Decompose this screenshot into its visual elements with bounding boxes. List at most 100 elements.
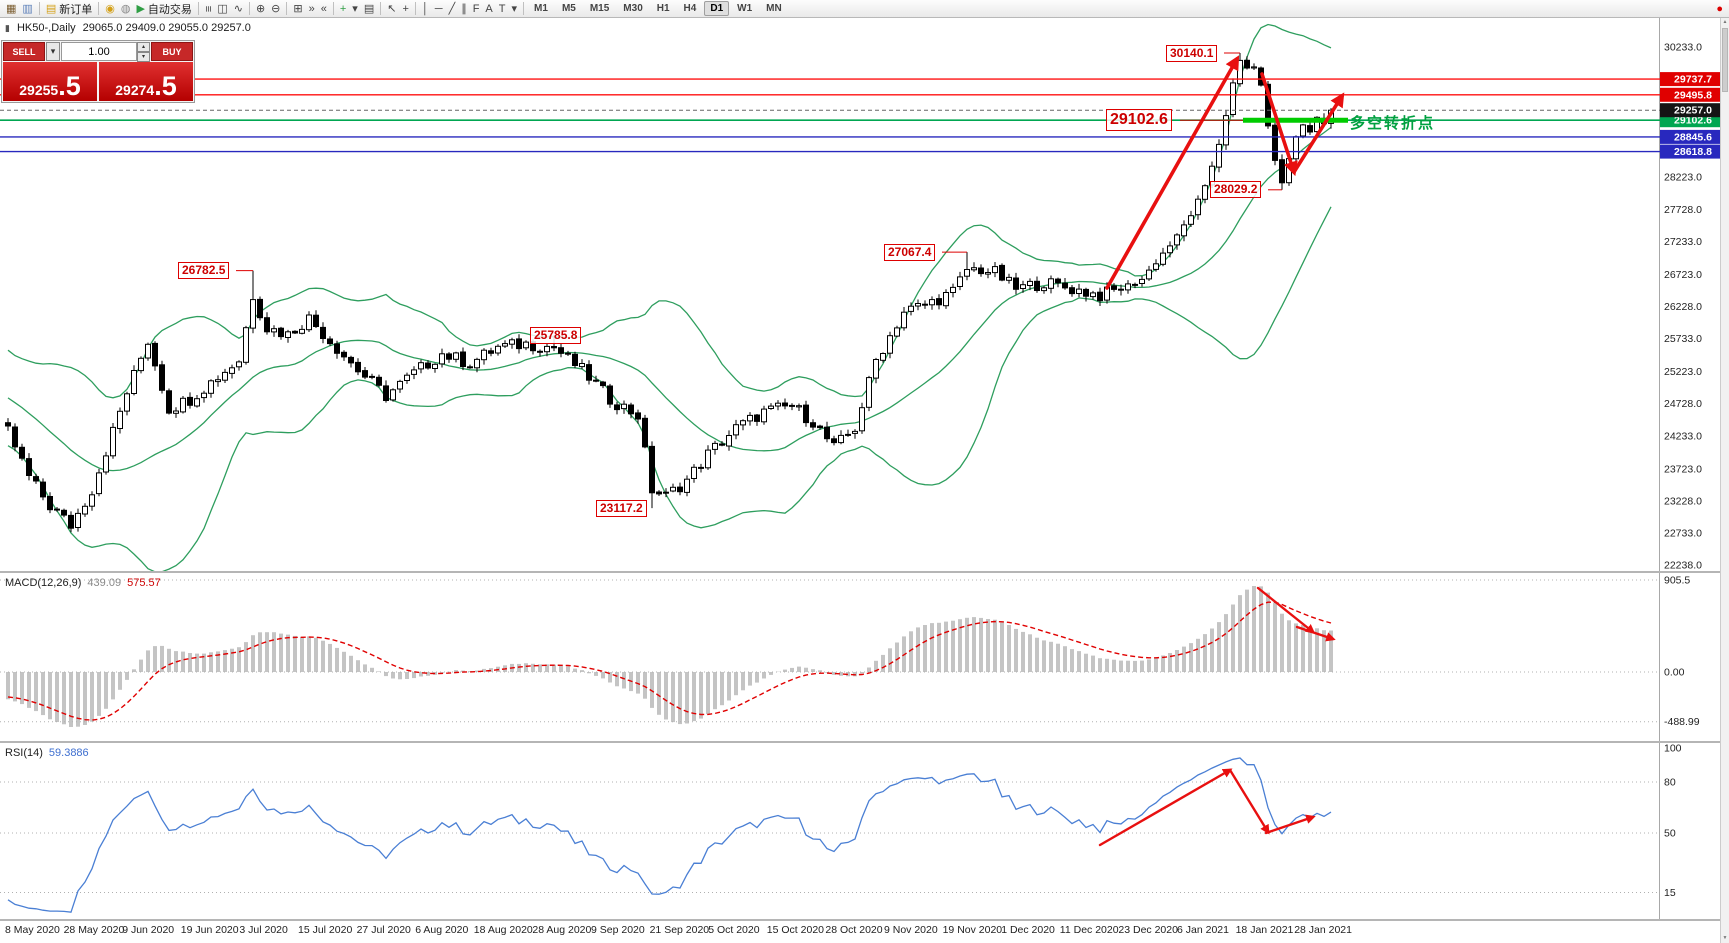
price-annotation-box[interactable]: 28029.2 xyxy=(1210,181,1262,199)
timeframe-h4[interactable]: H4 xyxy=(683,3,697,14)
bar-chart-mode-icon[interactable]: ≡ xyxy=(202,5,215,12)
label-icon[interactable]: T xyxy=(498,2,506,15)
new-order-icon[interactable]: ▤ 新订单 xyxy=(45,2,93,16)
crosshair-icon[interactable]: + xyxy=(402,2,409,15)
text-icon[interactable]: A xyxy=(485,2,493,15)
rsi-indicator-label: RSI(14) 59.3886 xyxy=(5,747,89,759)
timeframe-h1[interactable]: H1 xyxy=(656,3,670,14)
svg-text:6 Jan 2021: 6 Jan 2021 xyxy=(1177,924,1229,936)
price-annotation-box[interactable]: 25785.8 xyxy=(530,326,582,344)
svg-text:23 Dec 2020: 23 Dec 2020 xyxy=(1118,924,1178,936)
svg-text:19 Jun 2020: 19 Jun 2020 xyxy=(181,924,239,936)
volume-up-button[interactable]: ▴ xyxy=(137,42,150,52)
chart-profiles-icon[interactable]: ▥ xyxy=(22,2,33,15)
price-annotation-box[interactable]: 29102.6 xyxy=(1106,109,1172,132)
periods-dropdown-icon[interactable]: ▾ xyxy=(352,2,358,15)
line-chart-mode-icon[interactable]: ∿ xyxy=(233,2,243,15)
time-axis[interactable] xyxy=(0,921,1660,943)
trend-arrow xyxy=(1228,768,1270,835)
toolbar-separator xyxy=(197,2,199,15)
trendline-icon[interactable]: ╱ xyxy=(448,2,456,15)
price-annotation-box[interactable]: 27067.4 xyxy=(884,243,936,261)
sell-button[interactable]: SELL xyxy=(3,42,45,61)
timeframe-d1[interactable]: D1 xyxy=(704,1,730,16)
svg-text:23228.0: 23228.0 xyxy=(1664,495,1702,507)
volume-stepper: ▴ ▾ xyxy=(137,42,150,62)
timeframe-w1[interactable]: W1 xyxy=(737,3,753,14)
volume-down-button[interactable]: ▾ xyxy=(137,52,150,62)
timeframe-m5[interactable]: M5 xyxy=(561,3,576,14)
macd-signal-value: 575.57 xyxy=(127,577,161,589)
volume-input[interactable] xyxy=(61,42,137,61)
svg-text:100: 100 xyxy=(1664,743,1682,755)
svg-text:905.5: 905.5 xyxy=(1664,575,1690,587)
svg-text:9 Nov 2020: 9 Nov 2020 xyxy=(884,924,938,936)
rsi-value: 59.3886 xyxy=(48,747,89,759)
svg-text:19 Nov 2020: 19 Nov 2020 xyxy=(943,924,1003,936)
toolbar-separator xyxy=(332,2,334,15)
sound-icon[interactable]: ◉ xyxy=(105,2,115,15)
vertical-line-icon[interactable]: │ xyxy=(421,2,429,15)
svg-text:8 May 2020: 8 May 2020 xyxy=(5,924,60,936)
zoom-in-icon[interactable]: ⊕ xyxy=(255,2,266,15)
svg-text:24233.0: 24233.0 xyxy=(1664,430,1702,442)
timeframe-mn[interactable]: MN xyxy=(766,3,782,14)
macd-main-value: 439.09 xyxy=(87,577,122,589)
svg-text:28 Oct 2020: 28 Oct 2020 xyxy=(825,924,882,936)
svg-text:15 Oct 2020: 15 Oct 2020 xyxy=(767,924,824,936)
zoom-out-icon[interactable]: ⊖ xyxy=(271,2,281,15)
notifications-icon[interactable]: ● xyxy=(1716,2,1723,15)
templates-icon[interactable]: ▤ xyxy=(363,2,375,15)
auto-scroll-icon[interactable]: » xyxy=(308,2,315,15)
indicators-icon[interactable]: + xyxy=(339,2,347,15)
chart-shift-icon[interactable]: « xyxy=(320,2,327,15)
svg-text:21 Sep 2020: 21 Sep 2020 xyxy=(650,924,710,936)
price-annotation-box[interactable]: 26782.5 xyxy=(178,262,230,280)
vertical-scrollbar[interactable]: ▲ ▼ xyxy=(1720,18,1729,943)
timeframe-m15[interactable]: M15 xyxy=(589,3,610,14)
scrollbar-thumb[interactable] xyxy=(1722,28,1728,92)
bollinger-bands xyxy=(7,23,1332,572)
price-annotation-box[interactable]: 23117.2 xyxy=(596,499,647,517)
rsi-panel xyxy=(0,757,1660,913)
turning-point-annotation[interactable]: 多空转折点 xyxy=(1350,115,1436,132)
scroll-down-button[interactable]: ▼ xyxy=(1722,935,1728,941)
svg-text:22733.0: 22733.0 xyxy=(1664,528,1702,540)
toolbar-separator xyxy=(414,2,416,15)
svg-text:26723.0: 26723.0 xyxy=(1664,269,1702,281)
price-annotation-box[interactable]: 30140.1 xyxy=(1166,44,1218,62)
volume-field: ▴ ▾ xyxy=(61,42,150,62)
svg-text:-488.99: -488.99 xyxy=(1664,716,1700,728)
news-icon[interactable]: ◍ xyxy=(120,2,131,15)
order-type-dropdown[interactable]: ▾ xyxy=(46,42,60,61)
toolbar-icons: ▦ ▥ ▤ 新订单 ◉ ◍ ▶ 自动交易 ≡ ◫ ∿ ⊕ ⊖ ⊞ » « + ▾ ▤ ↖ + │ ─ ╱ ∥ F A T ▾ xyxy=(3,0,527,17)
cursor-icon[interactable]: ↖ xyxy=(387,2,397,15)
svg-text:0.00: 0.00 xyxy=(1664,667,1685,679)
macd-panel-divider[interactable] xyxy=(0,571,1729,573)
horizontal-line-icon[interactable]: ─ xyxy=(434,2,443,15)
sell-price-button[interactable]: 29255.5 xyxy=(3,62,97,101)
candlestick-mode-icon[interactable]: ◫ xyxy=(217,2,228,15)
scroll-up-button[interactable]: ▲ xyxy=(1722,19,1728,25)
price-axis[interactable] xyxy=(1660,18,1720,920)
trend-arrow xyxy=(1292,92,1345,174)
buy-price-button[interactable]: 29274.5 xyxy=(99,62,193,101)
buy-button[interactable]: BUY xyxy=(151,42,193,61)
channel-icon[interactable]: ∥ xyxy=(461,2,467,15)
autotrading-icon[interactable]: ▶ 自动交易 xyxy=(136,2,192,16)
trend-arrow xyxy=(1264,814,1316,835)
new-chart-icon[interactable]: ▦ xyxy=(6,2,17,15)
price-axis-tags: 29737.7 29495.8 29102.6 28845.6 28618.8 29257… xyxy=(1660,72,1726,159)
timeframe-m30[interactable]: M30 xyxy=(623,3,643,14)
tile-windows-icon[interactable]: ⊞ xyxy=(293,2,303,15)
shapes-dropdown-icon[interactable]: ▾ xyxy=(511,2,518,15)
svg-text:6 Aug 2020: 6 Aug 2020 xyxy=(415,924,468,936)
toolbar-separator xyxy=(248,2,250,15)
main-toolbar: ▦ ▥ ▤ 新订单 ◉ ◍ ▶ 自动交易 ≡ ◫ ∿ ⊕ ⊖ ⊞ » « + ▾ ▤ ↖ + │ ─ ╱ ∥ F A T ▾ M1 M5 M… xyxy=(0,0,1729,18)
time-axis-divider xyxy=(0,919,1729,921)
rsi-panel-divider[interactable] xyxy=(0,741,1729,743)
fibonacci-icon[interactable]: F xyxy=(472,2,480,15)
svg-text:5 Oct 2020: 5 Oct 2020 xyxy=(708,924,760,936)
timeframe-m1[interactable]: M1 xyxy=(534,3,548,14)
